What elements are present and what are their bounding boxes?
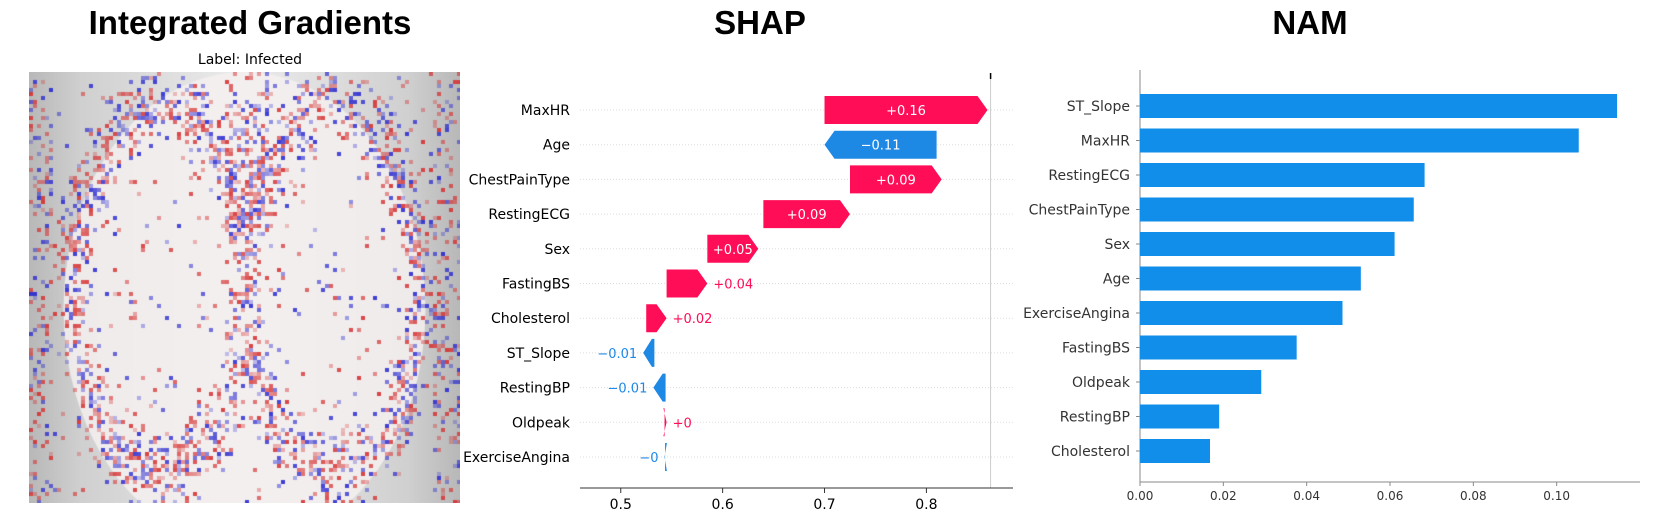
nam-feature-label: RestingECG <box>1048 168 1130 184</box>
nam-x-tick-label: 0.02 <box>1210 489 1237 503</box>
shap-value-label: −0 <box>639 451 658 466</box>
shap-feature-label: Age <box>543 138 570 154</box>
shap-feature-label: ST_Slope <box>507 346 570 362</box>
shap-feature-label: FastingBS <box>502 277 570 293</box>
nam-feature-label: Cholesterol <box>1051 444 1130 460</box>
nam-feature-label: FastingBS <box>1062 341 1130 357</box>
shap-x-tick-label: 0.8 <box>915 497 937 513</box>
ig-label-subtitle: Label: Infected <box>197 52 303 68</box>
shap-feature-label: ExerciseAngina <box>463 450 570 466</box>
shap-bar <box>663 408 667 437</box>
nam-x-tick-label: 0.00 <box>1127 489 1154 503</box>
shap-feature-label: RestingECG <box>488 207 570 223</box>
nam-bar <box>1140 197 1414 222</box>
nam-bar <box>1140 128 1579 153</box>
shap-bar <box>824 130 937 159</box>
shap-value-label: −0.01 <box>597 347 637 362</box>
shap-title: SHAP <box>714 4 806 41</box>
shap-bar <box>653 373 666 402</box>
nam-feature-label: Age <box>1103 272 1130 288</box>
shap-value-label: +0 <box>673 416 692 431</box>
shap-bar <box>849 165 942 194</box>
integrated-gradients-heatmap <box>29 72 460 503</box>
shap-feature-label: MaxHR <box>521 103 570 119</box>
shap-value-label: +0.09 <box>787 208 827 223</box>
shap-value-label: +0.04 <box>713 278 753 293</box>
nam-feature-label: Sex <box>1104 237 1130 253</box>
nam-feature-label: MaxHR <box>1081 134 1130 150</box>
shap-feature-label: ChestPainType <box>469 172 570 188</box>
nam-feature-label: ST_Slope <box>1067 99 1130 115</box>
shap-feature-label: Oldpeak <box>512 415 571 431</box>
nam-bar <box>1140 163 1425 187</box>
shap-bar <box>664 443 667 471</box>
shap-value-label: +0.05 <box>713 243 753 258</box>
shap-bar <box>763 200 850 229</box>
shap-bar <box>707 234 759 263</box>
shap-value-label: −0.01 <box>608 382 648 397</box>
shap-bar <box>824 96 988 124</box>
nam-feature-label: Oldpeak <box>1072 375 1131 391</box>
shap-feature-label: Cholesterol <box>491 311 570 327</box>
nam-feature-label: ExerciseAngina <box>1023 306 1130 322</box>
shap-value-label: +0.09 <box>876 173 916 188</box>
shap-value-label: +0.02 <box>673 312 713 327</box>
shap-x-tick-label: 0.7 <box>813 497 835 513</box>
nam-bar <box>1140 439 1210 463</box>
shap-x-tick-label: 0.5 <box>610 497 632 513</box>
nam-bar <box>1140 94 1618 118</box>
nam-x-tick-label: 0.06 <box>1377 489 1404 503</box>
shap-feature-label: Sex <box>544 242 570 258</box>
nam-bar <box>1140 370 1262 394</box>
shap-bar <box>666 269 708 298</box>
nam-x-tick-label: 0.04 <box>1293 489 1320 503</box>
shap-bar <box>643 338 655 367</box>
nam-title: NAM <box>1272 4 1348 41</box>
integrated-gradients-title: Integrated Gradients <box>88 4 412 41</box>
nam-bar <box>1140 232 1395 256</box>
nam-bar <box>1140 335 1297 360</box>
shap-x-tick-label: 0.6 <box>712 497 734 513</box>
nam-x-tick-label: 0.10 <box>1543 489 1570 503</box>
shap-value-label: +0.16 <box>886 104 926 119</box>
nam-x-tick-label: 0.08 <box>1460 489 1487 503</box>
shap-feature-label: RestingBP <box>500 381 570 397</box>
nam-bar <box>1140 404 1220 429</box>
nam-feature-label: ChestPainType <box>1029 203 1130 219</box>
shap-value-label: −0.11 <box>861 139 901 154</box>
nam-bar <box>1140 266 1361 291</box>
nam-bar <box>1140 301 1343 325</box>
shap-bar <box>646 304 667 333</box>
nam-feature-label: RestingBP <box>1060 410 1130 426</box>
